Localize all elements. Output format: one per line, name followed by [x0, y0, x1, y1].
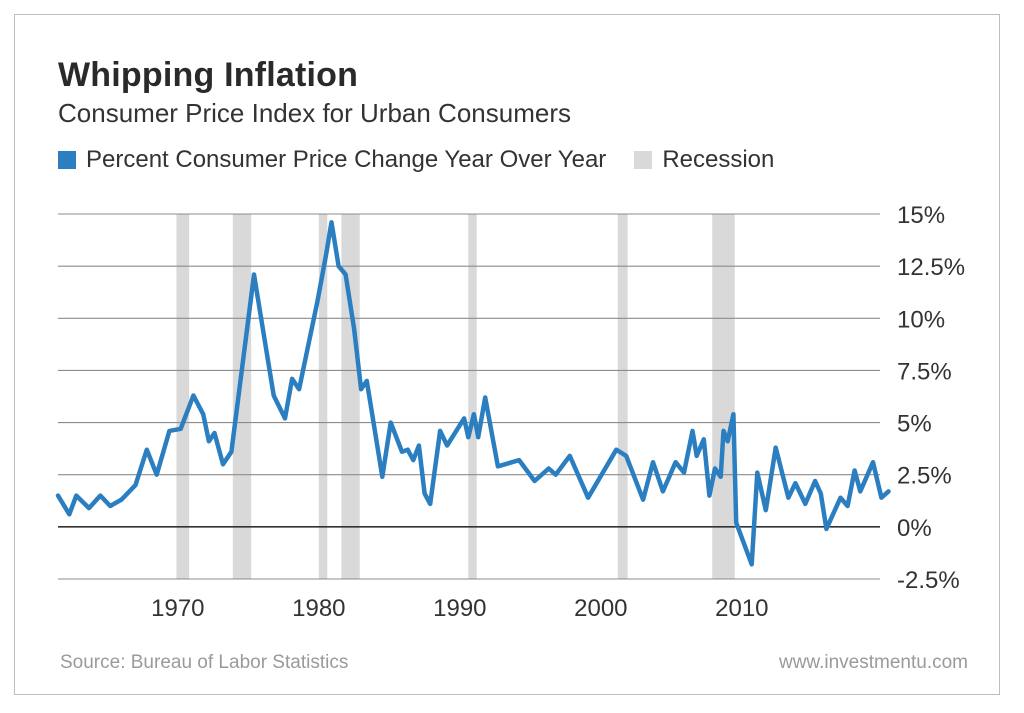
- y-tick-label-6: 0%: [897, 515, 932, 542]
- site-credit: www.investmentu.com: [778, 652, 968, 673]
- recession-band-4: [468, 214, 477, 579]
- y-tick-label-7: -2.5%: [897, 567, 960, 594]
- legend-label-recession: Recession: [662, 146, 775, 173]
- y-tick-label-5: 2.5%: [897, 463, 952, 490]
- source-note: Source: Bureau of Labor Statistics: [60, 652, 349, 673]
- x-tick-label-4: 2010: [715, 595, 768, 622]
- legend-swatch-series: [58, 151, 76, 169]
- x-tick-label-1: 1980: [292, 595, 345, 622]
- x-tick-label-0: 1970: [151, 595, 204, 622]
- legend-item-recession: Recession: [634, 146, 774, 174]
- y-tick-label-3: 7.5%: [897, 358, 952, 385]
- y-tick-label-1: 12.5%: [897, 254, 965, 281]
- recession-band-0: [176, 214, 190, 579]
- recession-band-5: [617, 214, 628, 579]
- recession-band-1: [232, 214, 252, 579]
- chart-subtitle: Consumer Price Index for Urban Consumers: [58, 98, 571, 128]
- recession-band-6: [712, 214, 735, 579]
- y-tick-label-2: 10%: [897, 306, 945, 333]
- legend-swatch-recession: [634, 151, 653, 169]
- x-tick-label-2: 1990: [433, 595, 486, 622]
- legend-item-series: Percent Consumer Price Change Year Over …: [58, 146, 606, 174]
- y-tick-label-4: 5%: [897, 411, 932, 438]
- series-line-0: [55, 220, 891, 567]
- recession-band-3: [341, 214, 360, 579]
- chart-title: Whipping Inflation: [58, 56, 359, 94]
- recession-band-2: [318, 214, 328, 579]
- y-tick-label-0: 15%: [897, 202, 945, 229]
- legend: Percent Consumer Price Change Year Over …: [58, 146, 802, 174]
- legend-label-series: Percent Consumer Price Change Year Over …: [86, 146, 607, 173]
- x-tick-label-3: 2000: [574, 595, 627, 622]
